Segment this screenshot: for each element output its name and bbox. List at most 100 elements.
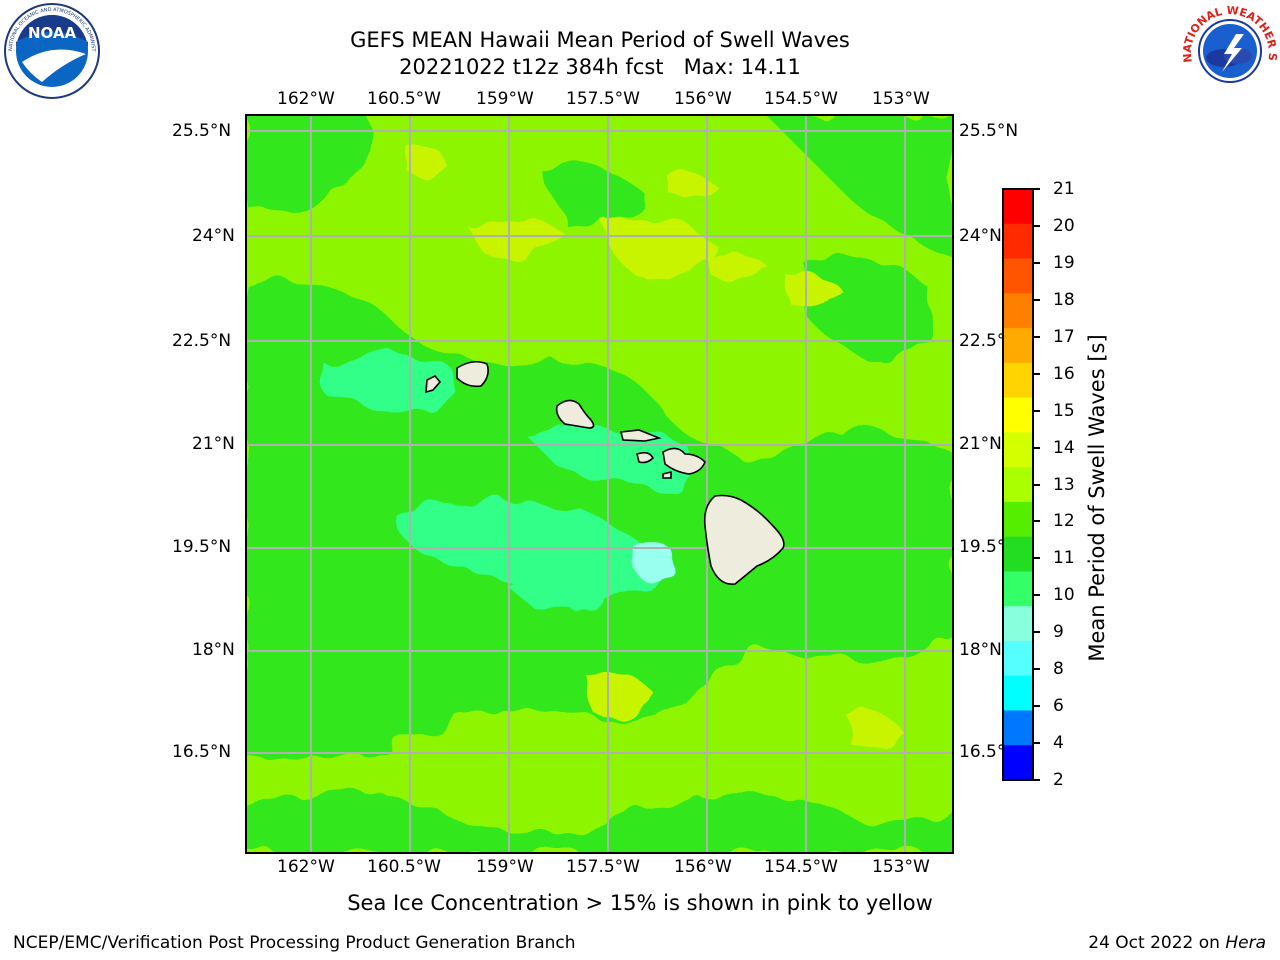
lat-tick: 24°N <box>192 226 235 246</box>
graticule <box>245 114 954 854</box>
island-lanai <box>636 451 654 464</box>
colorbar-tick-mark <box>1034 335 1040 338</box>
colorbar-tick-mark <box>1034 742 1040 745</box>
colorbar-tick: 9 <box>1053 622 1064 643</box>
colorbar-swatch <box>1003 189 1033 225</box>
swell-period-map <box>245 114 954 854</box>
colorbar-tick: 17 <box>1053 326 1075 347</box>
colorbar-label: Mean Period of Swell Waves [s] <box>1085 334 1109 662</box>
island-hawaii <box>703 494 785 585</box>
footer-date-text: 24 Oct 2022 on <box>1088 933 1226 953</box>
colorbar-tick-mark <box>1034 557 1040 560</box>
colorbar-tick-mark <box>1034 594 1040 597</box>
colorbar-swatch <box>1003 432 1033 468</box>
lat-tick: 18°N <box>959 640 1002 660</box>
lon-tick: 156°W <box>674 89 732 109</box>
colorbar-tick: 6 <box>1053 696 1064 717</box>
colorbar-tick: 16 <box>1053 363 1075 384</box>
colorbar-tick: 21 <box>1053 179 1075 199</box>
lat-tick: 22.5°N <box>172 331 232 351</box>
colorbar-swatch <box>1003 293 1033 329</box>
lat-tick: 16.5°N <box>172 742 232 762</box>
lon-tick: 156°W <box>674 857 732 877</box>
colorbar-tick: 13 <box>1053 474 1075 495</box>
colorbar-tick-mark <box>1034 446 1040 449</box>
colorbar-swatch <box>1003 710 1033 746</box>
lat-tick: 21°N <box>959 434 1002 454</box>
colorbar-tick-mark <box>1034 779 1040 781</box>
colorbar-tick-mark <box>1034 409 1040 412</box>
colorbar-tick-mark <box>1034 705 1040 708</box>
lat-tick: 19.5°N <box>172 537 232 557</box>
colorbar-tick-mark <box>1034 668 1040 671</box>
lon-tick: 162°W <box>277 857 335 877</box>
colorbar-tick: 20 <box>1053 215 1075 236</box>
colorbar-tick: 14 <box>1053 437 1075 458</box>
colorbar-tick-mark <box>1034 224 1040 227</box>
colorbar-tick: 15 <box>1053 400 1075 421</box>
colorbar-tick-mark <box>1034 483 1040 486</box>
lon-tick: 154.5°W <box>764 857 838 877</box>
island-maui <box>662 447 706 475</box>
colorbar-tick: 10 <box>1053 585 1075 606</box>
colorbar-swatch <box>1003 675 1033 711</box>
lat-tick: 24°N <box>959 226 1002 246</box>
colorbar-tick: 19 <box>1053 252 1075 273</box>
lat-tick: 21°N <box>192 434 235 454</box>
island-niihau <box>425 375 442 394</box>
lat-tick: 25.5°N <box>959 121 1019 141</box>
colorbar-tick-mark <box>1034 631 1040 634</box>
colorbar-swatch <box>1003 467 1033 503</box>
colorbar-tick-mark <box>1034 188 1040 190</box>
colorbar <box>1002 188 1034 781</box>
colorbar-swatch <box>1003 258 1033 294</box>
footer-date: 24 Oct 2022 on Hera <box>1088 933 1266 953</box>
colorbar-swatch <box>1003 606 1033 642</box>
colorbar-swatch <box>1003 536 1033 572</box>
colorbar-tick-mark <box>1034 261 1040 264</box>
sea-ice-caption: Sea Ice Concentration > 15% is shown in … <box>347 891 933 915</box>
lon-tick: 153°W <box>872 89 930 109</box>
lat-tick: 18°N <box>192 640 235 660</box>
lon-tick: 153°W <box>872 857 930 877</box>
footer-branch: NCEP/EMC/Verification Post Processing Pr… <box>13 933 576 953</box>
footer-host: Hera <box>1225 933 1266 953</box>
colorbar-tick-mark <box>1034 520 1040 523</box>
noaa-logo: NOAA NATIONAL OCEANIC AND ATMOSPHERIC AD… <box>0 0 102 100</box>
map-frame <box>245 114 954 854</box>
colorbar-swatch <box>1003 501 1033 538</box>
lon-tick: 159°W <box>476 857 534 877</box>
chart-subtitle: 20221022 t12z 384h fcst Max: 14.11 <box>399 55 801 79</box>
island-kahoolawe <box>662 470 672 479</box>
lat-tick: 25.5°N <box>172 121 232 141</box>
nws-logo: NATIONAL WEATHER SERVICE <box>1176 0 1280 100</box>
colorbar-swatch <box>1003 745 1033 781</box>
lon-tick: 162°W <box>277 89 335 109</box>
noaa-logo-text: NOAA <box>28 24 77 42</box>
colorbar-swatch <box>1003 571 1033 607</box>
colorbar-tick: 2 <box>1053 770 1064 790</box>
lon-tick: 160.5°W <box>367 857 441 877</box>
colorbar-tick: 11 <box>1053 548 1075 569</box>
island-kauai <box>456 360 489 388</box>
island-oahu <box>555 399 595 429</box>
chart-title: GEFS MEAN Hawaii Mean Period of Swell Wa… <box>350 28 850 52</box>
colorbar-swatch <box>1003 328 1033 364</box>
lon-tick: 154.5°W <box>764 89 838 109</box>
colorbar-swatch <box>1003 640 1033 677</box>
lon-tick: 159°W <box>476 89 534 109</box>
colorbar-tick: 18 <box>1053 289 1075 310</box>
lon-tick: 157.5°W <box>566 857 640 877</box>
colorbar-swatch <box>1003 223 1033 260</box>
lon-tick: 157.5°W <box>566 89 640 109</box>
island-molokai <box>620 429 662 442</box>
colorbar-tick: 12 <box>1053 511 1075 532</box>
period-contours <box>245 114 954 854</box>
colorbar-tick-mark <box>1034 298 1040 301</box>
colorbar-tick-mark <box>1034 372 1040 375</box>
islands <box>425 360 785 585</box>
colorbar-tick: 4 <box>1053 733 1064 754</box>
colorbar-tick: 8 <box>1053 659 1064 680</box>
lon-tick: 160.5°W <box>367 89 441 109</box>
colorbar-swatch <box>1003 397 1033 433</box>
